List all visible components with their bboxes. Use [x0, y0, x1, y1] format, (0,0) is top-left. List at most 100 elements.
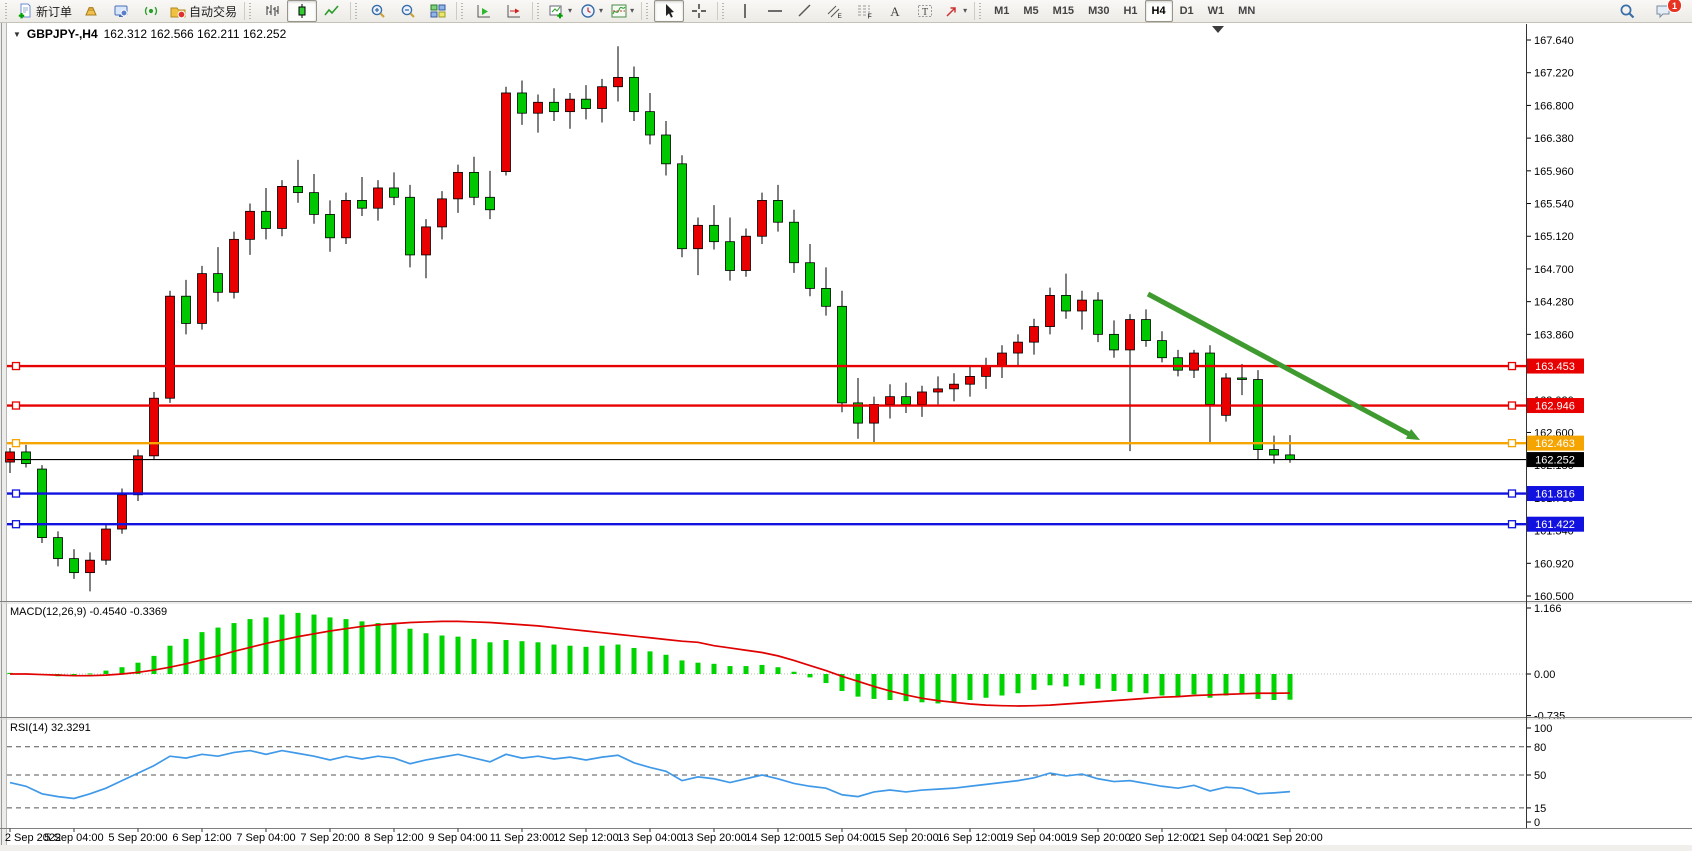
autotrading-button[interactable]: 自动交易 — [166, 0, 241, 22]
macd-histogram-bar — [439, 635, 445, 674]
bar-chart-button[interactable] — [257, 0, 287, 22]
candle-body — [1141, 319, 1151, 341]
crosshair-button[interactable] — [684, 0, 714, 22]
line-handle[interactable] — [1507, 520, 1517, 529]
arrow-objects-dropdown-icon[interactable]: ▾ — [963, 6, 968, 15]
new-chart-dropdown-icon[interactable]: ▾ — [568, 6, 573, 15]
periods-button[interactable]: ▾ — [576, 0, 607, 22]
chart-shift-button[interactable] — [499, 0, 529, 22]
candle-body — [581, 98, 591, 109]
auto-scroll-button[interactable] — [469, 0, 499, 22]
time-tick-label: 19 Sep 04:00 — [1001, 832, 1066, 844]
equidistant-channel-button[interactable]: E — [820, 0, 850, 22]
text-label-button[interactable]: T — [910, 0, 940, 22]
tf-D1-button[interactable]: D1 — [1179, 5, 1194, 17]
toolbar-group-grip[interactable] — [5, 3, 10, 19]
line-handle[interactable] — [11, 361, 21, 371]
line-handle[interactable] — [11, 401, 21, 410]
line-handle[interactable] — [1507, 489, 1517, 498]
macd-histogram-bar — [759, 664, 765, 674]
indicators-dropdown-icon[interactable]: ▾ — [630, 6, 635, 15]
candle-body — [549, 101, 559, 113]
price-tag — [1527, 435, 1584, 451]
candle-body — [821, 288, 831, 307]
toolbar-group-grip[interactable] — [722, 3, 728, 19]
zoom-out-button[interactable] — [393, 0, 423, 22]
macd-histogram-bar — [983, 674, 989, 698]
zoom-in-button[interactable] — [363, 0, 393, 22]
macd-histogram-bar — [535, 642, 541, 674]
notifications-button[interactable]: 1 — [1648, 0, 1682, 22]
gold-button[interactable] — [76, 0, 106, 22]
candle-body — [341, 200, 351, 239]
tf-M30-button[interactable]: M30 — [1088, 5, 1110, 17]
text-button[interactable]: A — [880, 0, 910, 22]
time-tick-label: 6 Sep 12:00 — [172, 832, 231, 844]
linechart-icon — [324, 5, 339, 16]
tf-H1-button[interactable]: H1 — [1123, 5, 1138, 17]
toolbar-group-grip[interactable] — [249, 3, 255, 19]
candle-body — [277, 185, 287, 229]
search-button[interactable] — [1612, 0, 1642, 22]
tf-M5-button[interactable]: M5 — [1023, 5, 1039, 17]
toolbar-group-grip[interactable] — [355, 3, 361, 19]
candle-body — [1061, 295, 1071, 312]
line-handle[interactable] — [11, 520, 21, 529]
chart-shift-marker-icon[interactable] — [1212, 26, 1224, 33]
tf-W1-button[interactable]: W1 — [1207, 5, 1225, 17]
trend-arrow[interactable] — [1146, 291, 1420, 440]
candle-body — [293, 185, 303, 194]
fibonacci-button[interactable]: F — [850, 0, 880, 22]
vertical-line-button[interactable] — [730, 0, 760, 22]
chart-title-expander-icon[interactable]: ▼ — [13, 29, 21, 39]
price-tag-label: 161.816 — [1535, 489, 1575, 501]
line-handle[interactable] — [11, 489, 21, 498]
candlestick-chart-button[interactable] — [287, 0, 318, 22]
toolbar-group-grip[interactable] — [979, 3, 985, 19]
line-handle[interactable] — [1507, 401, 1517, 410]
line-handle[interactable] — [1507, 438, 1517, 448]
horizontal-line-button[interactable] — [760, 0, 790, 22]
tf-MN-button[interactable]: MN — [1238, 5, 1256, 17]
vline-icon — [744, 4, 746, 18]
signals-button[interactable] — [136, 0, 166, 22]
line-handle[interactable] — [11, 438, 21, 448]
cursor-button[interactable] — [654, 0, 685, 22]
terminal-button[interactable] — [106, 0, 136, 22]
arrow-objects-button[interactable]: ▾ — [940, 0, 971, 22]
toolbar-group-grip[interactable] — [646, 3, 652, 19]
indicators-button[interactable]: ▾ — [607, 0, 638, 22]
new-order-button[interactable]: 新订单 — [13, 0, 76, 22]
macd-histogram-bar — [279, 614, 285, 674]
tf-M1-button[interactable]: M1 — [994, 5, 1010, 17]
tf-H4-button[interactable]: H4 — [1144, 0, 1173, 22]
gold-icon — [85, 7, 97, 16]
price-tag-label: 161.422 — [1535, 519, 1575, 531]
macd-histogram-bar — [599, 645, 605, 674]
line-chart-button[interactable] — [317, 0, 347, 22]
tf-M15-button[interactable]: M15 — [1052, 5, 1075, 17]
trend-arrow-line[interactable] — [1146, 291, 1411, 437]
time-tick-label: 9 Sep 04:00 — [428, 832, 487, 844]
autotrading-label: 自动交易 — [189, 4, 238, 19]
toolbar-group-grip[interactable] — [461, 3, 467, 19]
line-handle[interactable] — [1507, 361, 1517, 371]
time-tick-label: 19 Sep 20:00 — [1065, 832, 1130, 844]
new-chart-button[interactable]: ▾ — [545, 0, 576, 22]
candle-body — [197, 273, 207, 324]
candle-body — [1045, 295, 1055, 327]
trendline-button[interactable] — [790, 0, 820, 22]
macd-histogram-bar — [903, 674, 909, 702]
periods-dropdown-icon[interactable]: ▾ — [599, 6, 604, 15]
macd-histogram-bar — [823, 674, 829, 684]
macd-histogram-bar — [231, 623, 237, 674]
macd-histogram-bar — [1175, 674, 1181, 697]
candle-body — [613, 76, 623, 88]
macd-histogram-bar — [295, 612, 301, 674]
macd-histogram-bar — [1063, 674, 1069, 687]
toolbar-separator — [244, 2, 246, 20]
toolbar-group-grip[interactable] — [537, 3, 543, 19]
candle-body — [1077, 299, 1087, 312]
tile-windows-button[interactable] — [423, 0, 453, 22]
